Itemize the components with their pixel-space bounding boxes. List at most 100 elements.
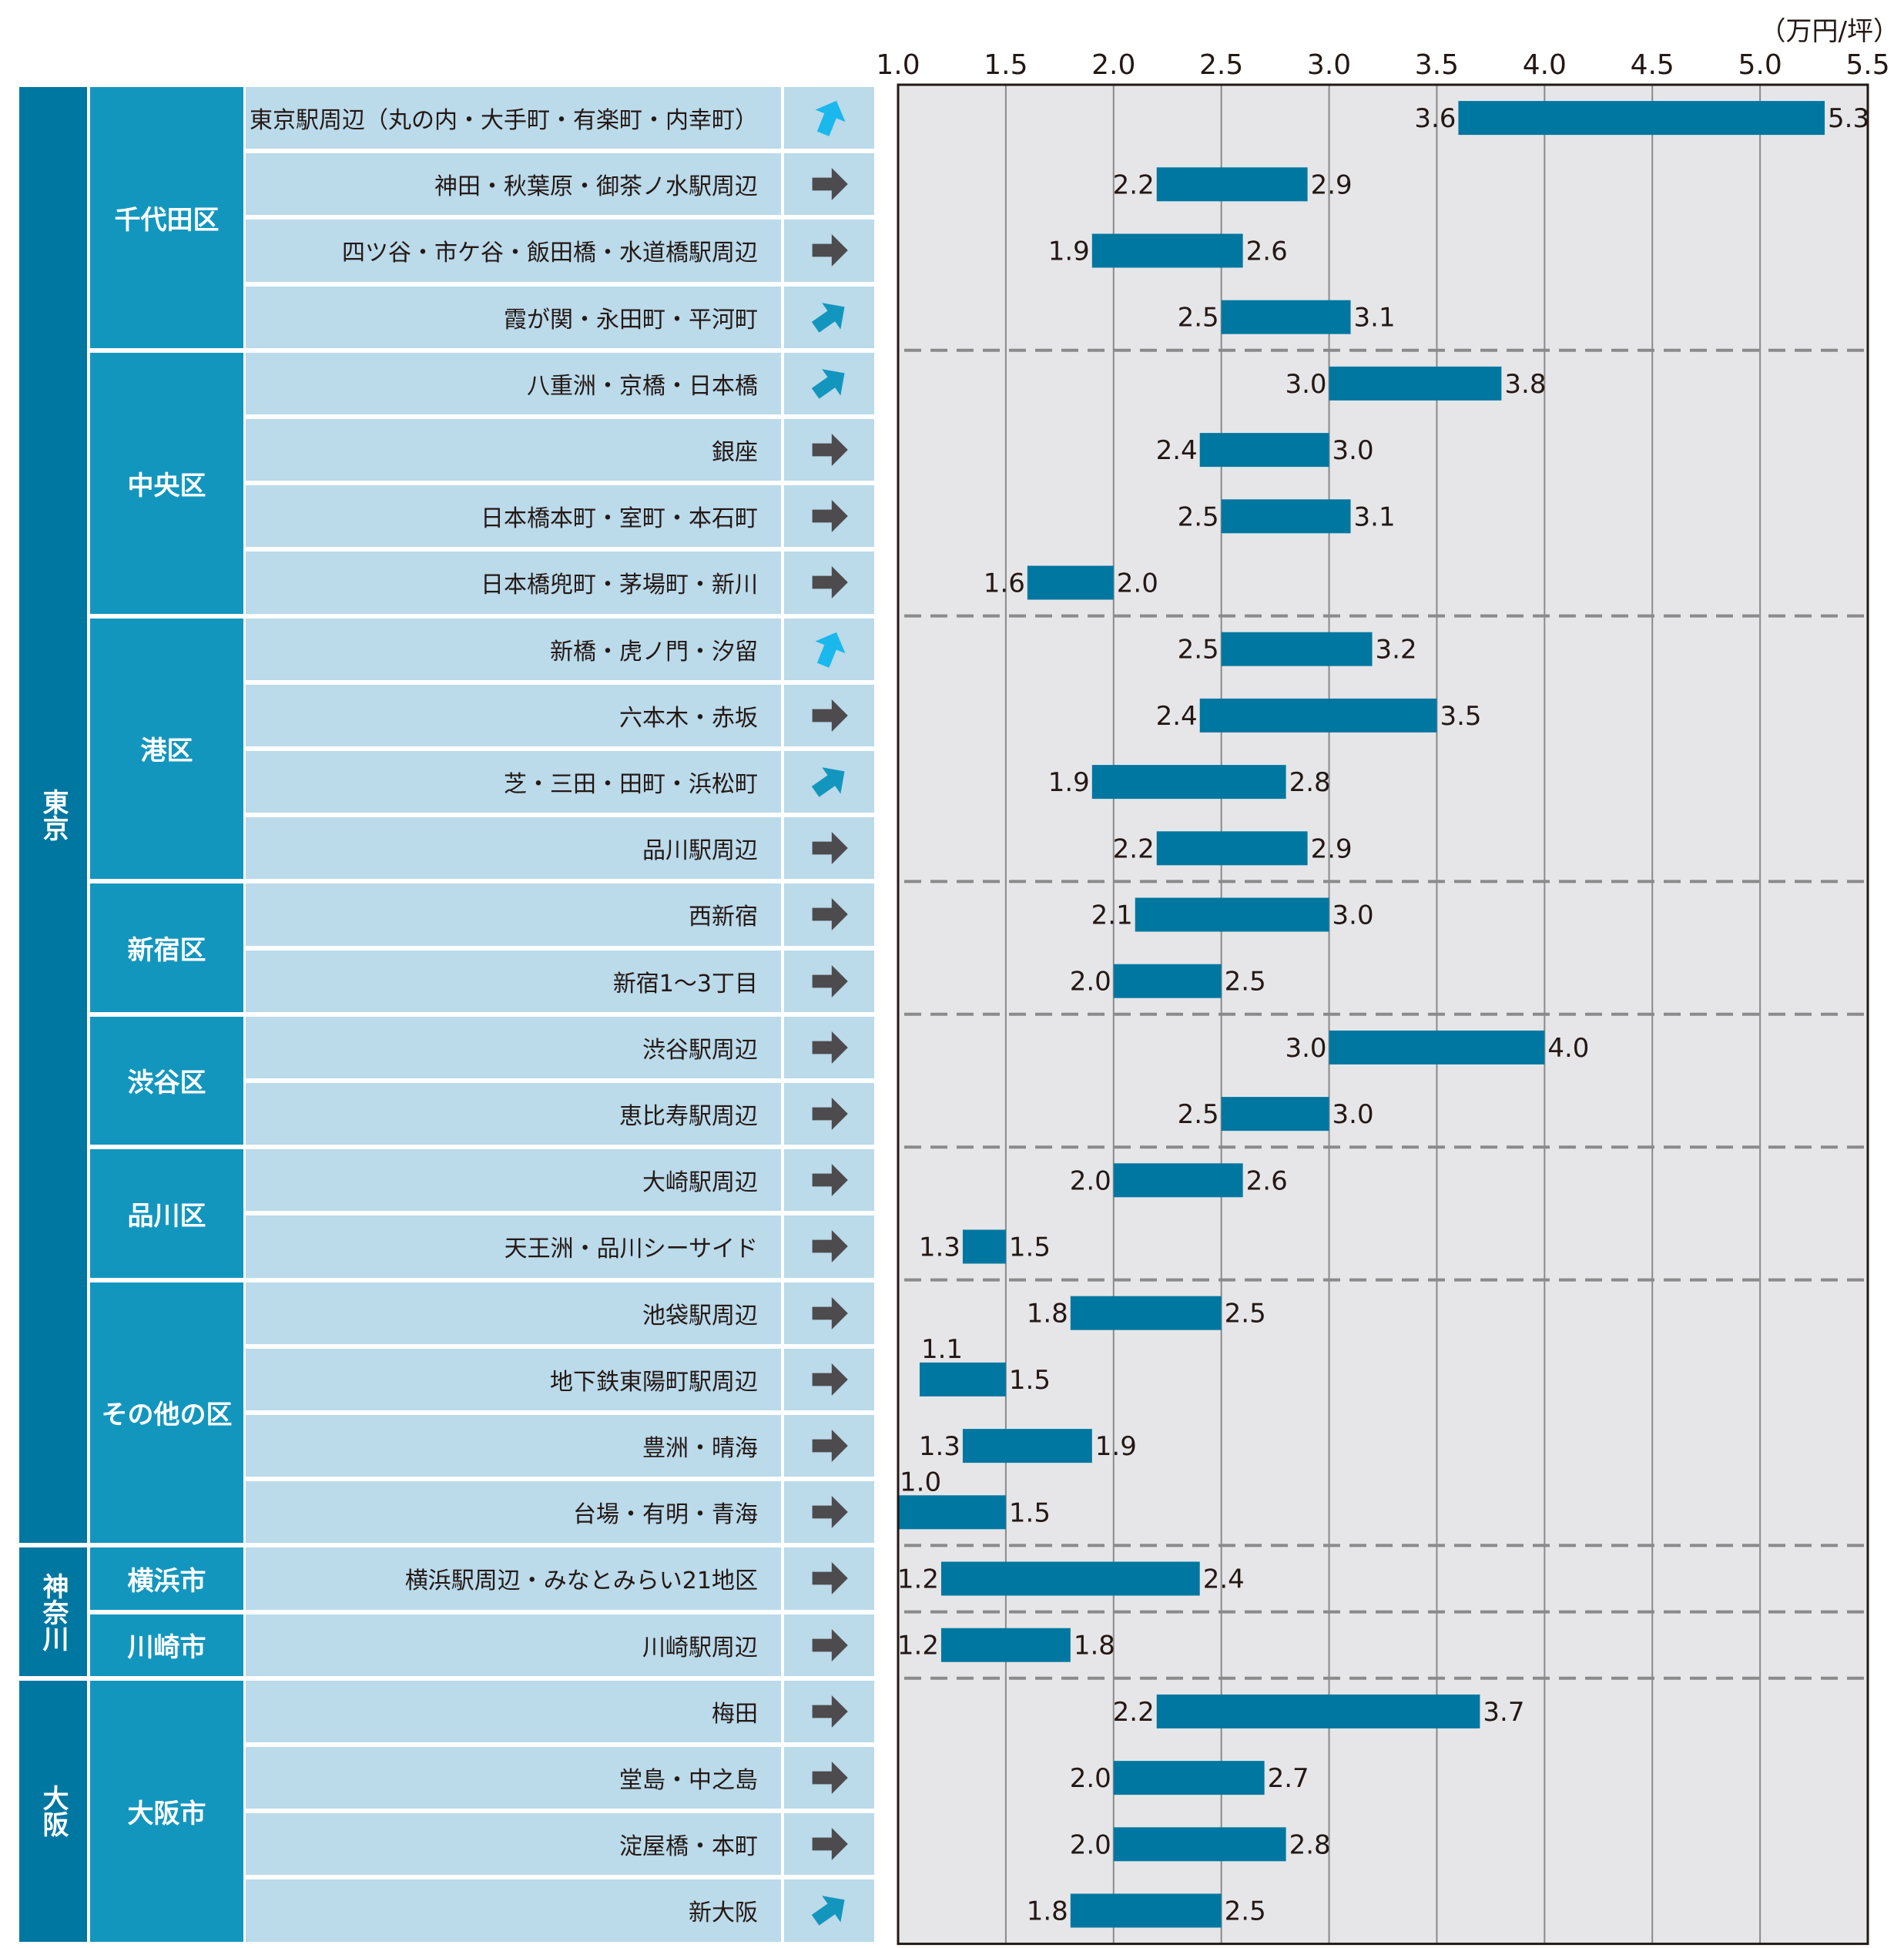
range-bar <box>1329 1030 1545 1065</box>
prefecture-label: 神奈川 <box>38 1572 69 1651</box>
area-name-cell: 地下鉄東陽町駅周辺 <box>246 1348 781 1410</box>
low-value-label: 1.2 <box>897 1564 939 1595</box>
arrow-right-icon <box>812 1230 848 1263</box>
trend-cell <box>784 1149 874 1212</box>
area-name: 新橋・虎ノ門・汐留 <box>550 638 758 666</box>
area-name-cell: 銀座 <box>246 419 781 481</box>
area-name-cell: 新大阪 <box>246 1879 781 1942</box>
area-name-cell: 八重洲・京橋・日本橋 <box>246 352 781 414</box>
ward-label: 横浜市 <box>127 1565 206 1597</box>
ward-cell: 横浜市 <box>90 1547 243 1610</box>
range-bar <box>1156 831 1308 866</box>
range-bar <box>940 1561 1200 1596</box>
high-value-label: 2.5 <box>1225 967 1266 997</box>
area-name-cell: 六本木・赤坂 <box>246 684 781 746</box>
high-value-label: 4.0 <box>1547 1033 1589 1064</box>
trend-cell <box>784 1016 874 1078</box>
area-name: 川崎駅周辺 <box>642 1634 758 1661</box>
trend-cell <box>784 153 874 216</box>
arrow-right-icon <box>812 1098 848 1131</box>
area-name: 四ツ谷・市ケ谷・飯田橋・水道橋駅周辺 <box>342 240 758 267</box>
area-name-cell: 池袋駅周辺 <box>246 1282 781 1344</box>
trend-cell <box>784 220 874 282</box>
prefecture-cell: 神奈川 <box>19 1547 87 1676</box>
arrow-right-icon <box>812 832 848 865</box>
low-value-label: 1.2 <box>897 1631 939 1661</box>
low-value-label: 1.8 <box>1027 1896 1068 1927</box>
ward-cell: 新宿区 <box>90 883 243 1012</box>
low-value-label: 2.0 <box>1070 1763 1111 1794</box>
area-name-cell: 天王洲・品川シーサイド <box>246 1215 781 1278</box>
area-name-cell: 川崎駅周辺 <box>246 1614 781 1676</box>
trend-cell <box>784 1282 874 1344</box>
area-name: 淀屋橋・本町 <box>619 1833 758 1861</box>
area-name: 芝・三田・田町・浜松町 <box>504 771 758 799</box>
x-tick-label: 4.0 <box>1523 49 1567 81</box>
arrow-right-icon <box>812 1828 848 1861</box>
range-bar <box>1221 632 1373 666</box>
low-value-label: 2.5 <box>1178 1099 1219 1130</box>
arrow-right-icon <box>812 1628 848 1661</box>
area-name-cell: 新橋・虎ノ門・汐留 <box>246 618 781 680</box>
arrow-right-icon <box>812 699 848 732</box>
range-bar <box>1221 499 1351 534</box>
arrow-right-icon <box>812 964 848 997</box>
trend-cell <box>784 552 874 614</box>
high-value-label: 3.1 <box>1354 501 1396 532</box>
high-value-label: 3.0 <box>1332 435 1374 466</box>
trend-cell <box>784 352 874 414</box>
range-bar <box>962 1429 1092 1464</box>
area-name: 梅田 <box>712 1700 758 1728</box>
area-name: 大崎駅周辺 <box>642 1169 758 1197</box>
arrow-up-right-icon <box>811 369 844 399</box>
area-name: 横浜駅周辺・みなとみらい21地区 <box>404 1567 758 1595</box>
ward-cell: 品川区 <box>90 1149 243 1278</box>
high-value-label: 1.8 <box>1074 1631 1115 1661</box>
area-name: 新宿1～3丁目 <box>612 970 758 997</box>
area-name: 西新宿 <box>689 904 758 931</box>
x-tick-label: 2.5 <box>1199 49 1243 81</box>
high-value-label: 2.9 <box>1311 833 1353 864</box>
area-name-cell: 品川駅周辺 <box>246 817 781 880</box>
low-value-label: 2.5 <box>1178 501 1219 532</box>
x-tick-label: 2.0 <box>1091 49 1135 81</box>
range-bar <box>1113 964 1222 998</box>
area-name-cell: 新宿1～3丁目 <box>246 950 781 1012</box>
range-bar <box>1221 1097 1329 1132</box>
range-bar <box>940 1628 1071 1662</box>
trend-cell <box>784 618 874 680</box>
high-value-label: 2.4 <box>1203 1564 1245 1595</box>
low-value-label: 3.0 <box>1285 1033 1326 1064</box>
high-value-label: 5.3 <box>1828 103 1869 134</box>
x-tick-label: 4.5 <box>1631 49 1674 81</box>
range-bar <box>898 1495 1006 1530</box>
low-value-label: 2.5 <box>1178 303 1219 334</box>
ward-label: 新宿区 <box>127 935 206 967</box>
area-name-cell: 恵比寿駅周辺 <box>246 1083 781 1145</box>
area-name: 恵比寿駅周辺 <box>619 1103 758 1131</box>
low-value-label: 1.0 <box>900 1467 941 1497</box>
range-bar <box>1458 101 1825 136</box>
area-name-cell: 霞が関・永田町・平河町 <box>246 286 781 348</box>
trend-cell <box>784 751 874 813</box>
range-bar <box>919 1362 1006 1396</box>
area-name-cell: 日本橋本町・室町・本石町 <box>246 485 781 548</box>
arrow-right-icon <box>812 1363 848 1396</box>
ward-label: 中央区 <box>127 470 206 501</box>
area-name: 日本橋本町・室町・本石町 <box>481 505 758 533</box>
area-name: 新大阪 <box>689 1899 758 1927</box>
area-name: 堂島・中之島 <box>619 1767 758 1795</box>
area-name: 天王洲・品川シーサイド <box>504 1236 758 1263</box>
high-value-label: 1.5 <box>1009 1232 1051 1263</box>
high-value-label: 3.8 <box>1504 369 1546 400</box>
area-name: 六本木・赤坂 <box>619 704 758 732</box>
area-name: 台場・有明・青海 <box>573 1501 758 1529</box>
low-value-label: 2.4 <box>1156 701 1198 732</box>
high-value-label: 3.1 <box>1354 303 1396 334</box>
low-value-label: 2.2 <box>1113 833 1155 864</box>
plot-border <box>897 83 1869 1946</box>
area-name-cell: 四ツ谷・市ケ谷・飯田橋・水道橋駅周辺 <box>246 220 781 282</box>
prefecture-label: 大阪 <box>38 1785 69 1838</box>
high-value-label: 2.0 <box>1117 568 1158 599</box>
range-bar <box>1091 765 1286 800</box>
